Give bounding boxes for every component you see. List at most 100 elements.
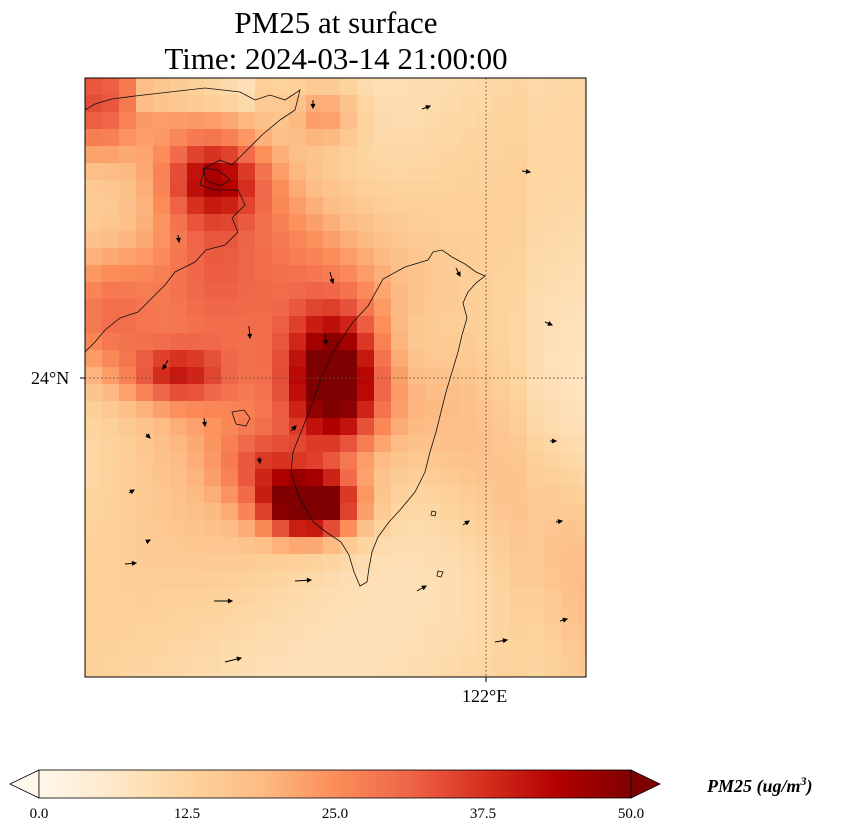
grid-cell — [425, 282, 443, 300]
grid-cell — [578, 639, 586, 657]
grid-cell — [544, 520, 562, 538]
grid-cell — [306, 435, 324, 453]
grid-cell — [323, 503, 341, 521]
grid-cell — [476, 554, 494, 572]
grid-cell — [408, 146, 426, 164]
grid-cell — [544, 401, 562, 419]
grid-cell — [425, 384, 443, 402]
grid-cell — [187, 146, 205, 164]
grid-cell — [459, 537, 477, 555]
grid-cell — [374, 197, 392, 215]
grid-cell — [136, 282, 154, 300]
lat-label: 24°N — [31, 368, 70, 388]
grid-cell — [408, 622, 426, 640]
grid-cell — [408, 588, 426, 606]
grid-cell — [374, 316, 392, 334]
grid-cell — [238, 333, 256, 351]
grid-cell — [476, 418, 494, 436]
grid-cell — [221, 639, 239, 657]
grid-cell — [170, 639, 188, 657]
grid-cell — [442, 588, 460, 606]
grid-cell — [374, 622, 392, 640]
grid-cell — [255, 214, 273, 232]
grid-cell — [476, 78, 494, 96]
grid-cell — [561, 214, 579, 232]
grid-cell — [272, 520, 290, 538]
grid-cell — [221, 248, 239, 266]
grid-cell — [136, 537, 154, 555]
grid-cell — [306, 673, 324, 677]
grid-cell — [391, 214, 409, 232]
grid-cell — [238, 452, 256, 470]
grid-cell — [272, 486, 290, 504]
grid-cell — [510, 180, 528, 198]
grid-cell — [391, 520, 409, 538]
grid-cell — [136, 95, 154, 113]
wind-arrow-head-icon — [562, 617, 569, 623]
grid-cell — [170, 248, 188, 266]
grid-cell — [187, 95, 205, 113]
grid-cell — [136, 656, 154, 674]
grid-cell — [357, 622, 375, 640]
grid-cell — [510, 418, 528, 436]
grid-cell — [85, 231, 103, 249]
grid-cell — [493, 537, 511, 555]
grid-cell — [323, 469, 341, 487]
grid-cell — [187, 384, 205, 402]
grid-cell — [340, 435, 358, 453]
grid-cell — [119, 588, 137, 606]
grid-cell — [136, 265, 154, 283]
grid-cell — [459, 350, 477, 368]
grid-cell — [255, 112, 273, 130]
grid-cell — [136, 435, 154, 453]
grid-cell — [357, 639, 375, 657]
grid-cell — [544, 622, 562, 640]
grid-cell — [306, 469, 324, 487]
grid-cell — [357, 214, 375, 232]
grid-cell — [238, 350, 256, 368]
grid-cell — [170, 452, 188, 470]
grid-cell — [374, 333, 392, 351]
grid-cell — [255, 333, 273, 351]
grid-cell — [187, 537, 205, 555]
grid-cell — [272, 656, 290, 674]
colorbar-tick: 0.0 — [29, 806, 49, 822]
grid-cell — [323, 129, 341, 147]
grid-cell — [357, 401, 375, 419]
grid-cell — [544, 605, 562, 623]
grid-cell — [340, 588, 358, 606]
grid-cell — [510, 384, 528, 402]
grid-cell — [510, 78, 528, 96]
grid-cell — [561, 146, 579, 164]
grid-cell — [527, 231, 545, 249]
grid-cell — [442, 503, 460, 521]
grid-cell — [374, 265, 392, 283]
grid-cell — [357, 95, 375, 113]
grid-cell — [170, 214, 188, 232]
grid-cell — [425, 129, 443, 147]
grid-cell — [187, 520, 205, 538]
grid-cell — [221, 282, 239, 300]
grid-cell — [374, 163, 392, 181]
grid-cell — [510, 129, 528, 147]
grid-cell — [510, 146, 528, 164]
grid-cell — [119, 622, 137, 640]
grid-cell — [119, 571, 137, 589]
wind-arrow-head-icon — [227, 598, 234, 604]
grid-cell — [544, 265, 562, 283]
grid-cell — [476, 214, 494, 232]
grid-cell — [357, 265, 375, 283]
colorbar — [9, 769, 661, 799]
taiwan-coastline — [290, 249, 486, 587]
grid-cell — [170, 469, 188, 487]
grid-cell — [255, 605, 273, 623]
colorbar-body — [38, 769, 632, 799]
grid-cell — [221, 435, 239, 453]
grid-cell — [238, 435, 256, 453]
grid-cell — [459, 418, 477, 436]
grid-cell — [238, 384, 256, 402]
grid-cell — [85, 537, 103, 555]
grid-cell — [493, 265, 511, 283]
grid-cell — [221, 333, 239, 351]
grid-cell — [493, 639, 511, 657]
